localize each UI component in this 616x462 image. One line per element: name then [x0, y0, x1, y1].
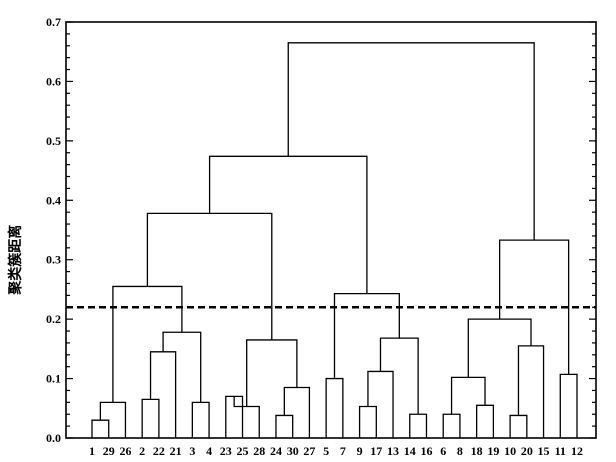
leaf-label-12: 12: [571, 444, 583, 458]
merge-link-8: [233, 396, 260, 438]
merge-link-25: [467, 318, 532, 378]
leaf-label-7: 7: [340, 444, 346, 458]
merge-link-2: [141, 398, 160, 438]
leaf-label-9: 9: [357, 444, 363, 458]
plot-frame-layer: [65, 21, 597, 439]
y-tick-label-0.6: 0.6: [46, 74, 61, 88]
leaf-label-25: 25: [237, 444, 249, 458]
merge-link-12: [146, 212, 273, 340]
leaf-label-23: 23: [220, 444, 232, 458]
y-tick-label-0.4: 0.4: [46, 193, 61, 207]
leaf-label-30: 30: [287, 444, 299, 458]
leaf-label-27: 27: [303, 444, 315, 458]
leaf-label-18: 18: [471, 444, 483, 458]
leaf-label-13: 13: [387, 444, 399, 458]
leaf-label-6: 6: [440, 444, 446, 458]
leaf-label-4: 4: [206, 444, 212, 458]
merge-link-22: [450, 376, 486, 415]
leaf-label-29: 29: [103, 444, 115, 458]
merge-link-26: [559, 373, 578, 438]
merge-link-16: [409, 413, 428, 438]
leaf-label-24: 24: [270, 444, 282, 458]
merge-link-24: [517, 345, 545, 438]
y-tick-layer: 0.0 0.1 0.2 0.3 0.4 0.5 0.6 0.7: [46, 15, 596, 445]
merge-link-14: [358, 405, 377, 438]
y-tick-label-0.1: 0.1: [46, 372, 61, 386]
leaf-label-16: 16: [420, 444, 432, 458]
plot-frame: [65, 21, 597, 439]
leaf-label-22: 22: [153, 444, 165, 458]
y-axis-label: 聚类簇距离: [7, 225, 24, 296]
merge-link-28: [287, 42, 535, 241]
merge-link-3: [149, 351, 177, 438]
merge-link-23: [509, 414, 528, 438]
leaf-label-layer: 1 29 26 2 22 21 3 4 23 25 28 24 30 27 5 7 9 17 13 14 16 6 8 18 1…: [89, 444, 583, 458]
merge-link-11: [246, 339, 298, 407]
leaf-label-5: 5: [323, 444, 329, 458]
leaf-label-2: 2: [139, 444, 145, 458]
merge-link-1: [99, 401, 127, 438]
y-tick-label-0.2: 0.2: [46, 312, 61, 326]
merge-link-21: [476, 404, 495, 438]
merge-link-9: [275, 414, 294, 438]
merge-link-20: [442, 413, 461, 438]
leaf-label-17: 17: [370, 444, 382, 458]
leaf-label-26: 26: [119, 444, 131, 458]
merge-link-0: [91, 419, 110, 438]
leaf-label-14: 14: [404, 444, 416, 458]
y-tick-label-0.0: 0.0: [46, 431, 61, 445]
leaf-label-20: 20: [521, 444, 533, 458]
leaf-label-28: 28: [253, 444, 265, 458]
merge-link-19: [208, 155, 368, 294]
merge-link-10: [283, 386, 311, 438]
leaf-label-11: 11: [555, 444, 566, 458]
leaf-label-8: 8: [457, 444, 463, 458]
merge-link-15: [367, 370, 394, 438]
leaf-label-3: 3: [189, 444, 195, 458]
leaf-label-10: 10: [504, 444, 516, 458]
leaf-label-1: 1: [89, 444, 95, 458]
merge-link-6: [112, 285, 183, 403]
dendrogram-links: [91, 42, 578, 438]
merge-link-18: [333, 292, 400, 379]
y-tick-label-0.3: 0.3: [46, 253, 61, 267]
merge-link-27: [499, 239, 570, 375]
leaf-label-21: 21: [170, 444, 182, 458]
merge-link-17: [379, 337, 419, 415]
merge-link-4: [191, 401, 210, 438]
leaf-label-15: 15: [538, 444, 550, 458]
y-tick-label-0.7: 0.7: [46, 15, 61, 29]
merge-link-5: [162, 331, 202, 403]
leaf-label-19: 19: [487, 444, 499, 458]
y-tick-label-0.5: 0.5: [46, 134, 61, 148]
merge-link-13: [325, 377, 344, 438]
